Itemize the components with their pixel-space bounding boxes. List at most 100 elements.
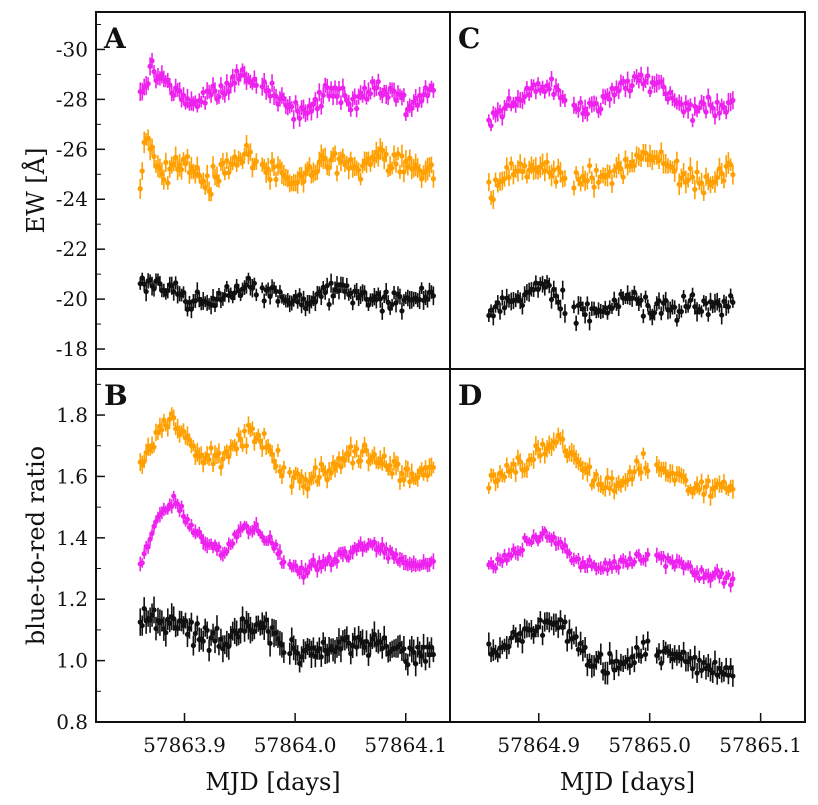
data-point (383, 542, 389, 556)
panel-label-C: C (458, 22, 480, 55)
data-point (204, 164, 210, 187)
data-point (208, 187, 214, 202)
data-point (716, 657, 723, 679)
data-point (631, 653, 637, 673)
data-point (430, 461, 437, 474)
data-point (672, 160, 678, 182)
data-point (486, 173, 492, 192)
data-point (625, 71, 631, 91)
data-point (645, 66, 651, 85)
data-point (501, 471, 508, 483)
data-point (300, 290, 307, 307)
panel-A (137, 52, 437, 320)
data-point (707, 571, 714, 588)
data-point (275, 295, 281, 308)
data-point (698, 473, 705, 491)
data-point (253, 76, 259, 94)
data-point (591, 176, 597, 198)
data-point (271, 158, 277, 176)
data-point (616, 82, 622, 100)
data-point (430, 646, 437, 663)
data-point (222, 85, 228, 103)
data-point (658, 656, 664, 671)
data-point (338, 95, 344, 110)
data-point (578, 175, 584, 192)
data-point (389, 298, 395, 311)
data-point (358, 452, 364, 469)
data-point (385, 552, 391, 564)
data-point (297, 109, 303, 127)
series-orange-panel-B (137, 407, 437, 499)
data-point (548, 164, 555, 187)
data-point (397, 288, 403, 305)
data-point (546, 81, 552, 97)
data-point (422, 652, 429, 671)
data-point (399, 144, 405, 168)
data-point (334, 553, 340, 569)
data-point (522, 88, 528, 105)
data-point (210, 156, 216, 177)
data-point (224, 280, 230, 293)
data-point (510, 458, 517, 471)
data-point (419, 282, 425, 294)
data-point (206, 639, 212, 662)
data-point (663, 461, 669, 482)
data-point (490, 468, 496, 481)
data-point (730, 571, 736, 587)
data-point (651, 304, 658, 321)
data-point (216, 443, 222, 464)
data-point (542, 160, 548, 182)
data-point (537, 447, 543, 464)
data-point (216, 541, 222, 553)
data-point (200, 86, 206, 99)
data-point (495, 472, 501, 489)
panel-D (486, 427, 736, 687)
data-point (725, 666, 732, 685)
data-point (519, 91, 526, 110)
data-point (714, 563, 720, 578)
x-axis-title-left: MJD [days] (205, 768, 340, 796)
data-point (692, 96, 698, 116)
data-point (430, 286, 437, 306)
data-point (395, 147, 401, 161)
data-point (405, 653, 411, 676)
data-point (273, 539, 279, 550)
y-tick-label: -22 (56, 237, 88, 261)
data-point (573, 626, 579, 647)
data-point (582, 305, 588, 324)
data-point (361, 79, 368, 97)
data-point (539, 438, 546, 451)
data-point (190, 635, 196, 656)
y-tick-label: -30 (56, 37, 88, 61)
data-point (564, 631, 570, 652)
data-point (495, 648, 501, 663)
data-point (620, 170, 626, 185)
data-point (584, 106, 590, 122)
data-point (584, 296, 590, 312)
data-point (430, 169, 437, 188)
data-point (544, 152, 550, 172)
data-point (712, 171, 718, 193)
data-point (620, 75, 626, 87)
data-point (573, 315, 579, 332)
data-point (710, 662, 716, 683)
y-tick-label: -20 (56, 287, 88, 311)
data-point (519, 629, 526, 654)
data-point (312, 458, 318, 477)
data-point (492, 562, 499, 574)
panel-label-A: A (103, 22, 127, 55)
data-point (622, 79, 629, 98)
data-point (609, 469, 615, 487)
data-point (609, 302, 615, 314)
data-point (694, 662, 700, 683)
data-point (631, 285, 637, 300)
data-point (591, 559, 597, 569)
data-point (678, 168, 684, 188)
data-point (486, 632, 492, 656)
data-point (139, 558, 145, 568)
data-point (350, 295, 356, 311)
x-tick-label: 57864.9 (497, 733, 580, 757)
data-point (173, 276, 179, 290)
data-point (320, 87, 326, 104)
data-point (517, 453, 523, 470)
